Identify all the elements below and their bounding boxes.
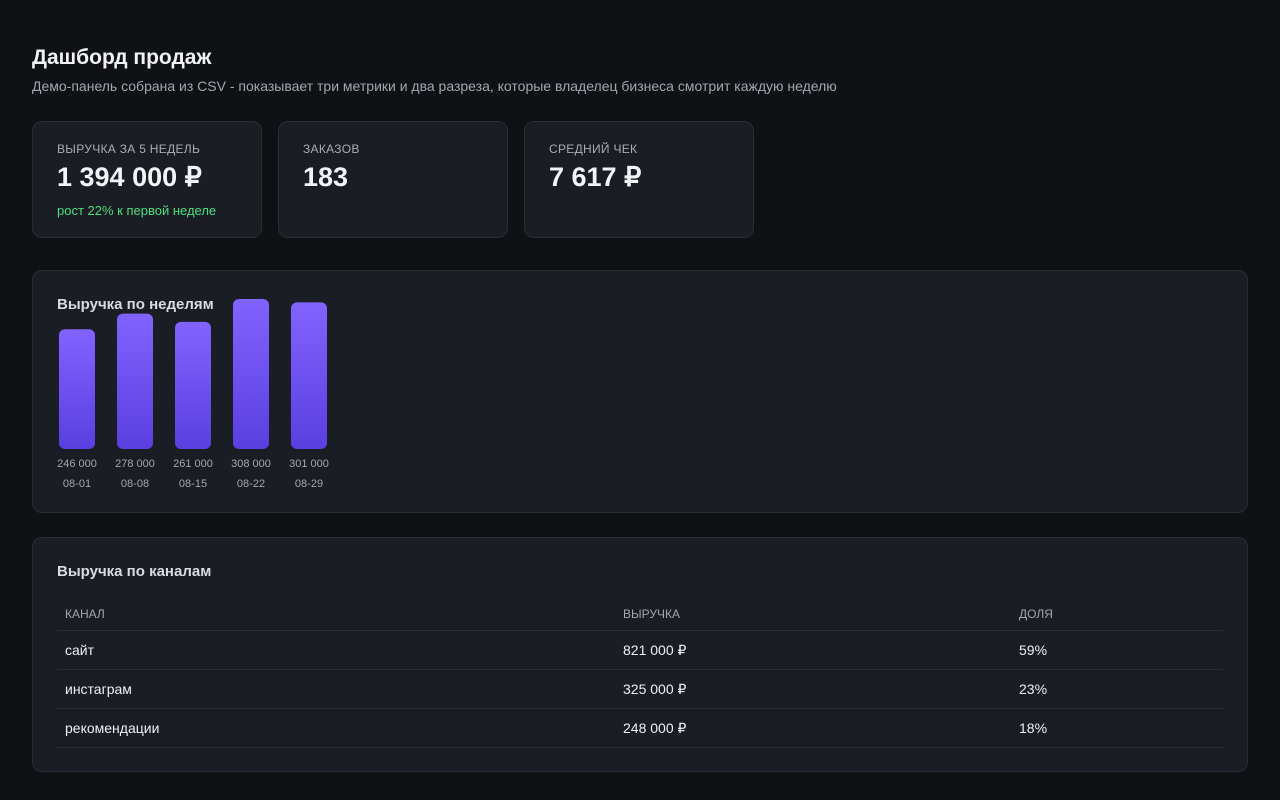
chart: 246 000 08-01 278 000 08-08 261 000 08-15 308 …	[57, 299, 329, 490]
kpi-value: 1 394 000 ₽	[57, 162, 202, 192]
bar	[291, 302, 327, 449]
table-cell: 23%	[1011, 669, 1223, 709]
x-tick-label: 08-01	[63, 478, 91, 490]
chart-panel: Выручка по неделям 246 000 08-01 278 000 08…	[32, 270, 1248, 513]
x-tick-label: 08-08	[121, 478, 149, 490]
table-cell: инстаграм	[57, 669, 615, 709]
chart-title: Выручка по неделям	[57, 296, 214, 313]
bar	[59, 329, 95, 449]
x-tick-label: 08-22	[237, 478, 265, 490]
title: Дашборд продаж	[32, 46, 212, 69]
table-panel: Выручка по каналам КАНАЛ ВЫРУЧКА ДОЛЯ сайт 8…	[32, 537, 1248, 772]
table-cell: 325 000 ₽	[615, 669, 1011, 709]
value-label: 301 000	[289, 458, 329, 470]
kpi-card: СРЕДНИЙ ЧЕК 7 617 ₽	[524, 121, 754, 238]
column-header: ВЫРУЧКА	[615, 598, 1011, 631]
table-cell: 821 000 ₽	[615, 630, 1011, 670]
kpi-label: ВЫРУЧКА ЗА 5 НЕДЕЛЬ	[57, 142, 201, 156]
column-header: КАНАЛ	[57, 598, 615, 631]
kpi-label: ЗАКАЗОВ	[303, 142, 360, 156]
value-label: 308 000	[231, 458, 271, 470]
table-cell: рекомендации	[57, 708, 615, 748]
x-tick-label: 08-15	[179, 478, 207, 490]
table-cell: сайт	[57, 630, 615, 670]
table-row: инстаграм 325 000 ₽23%	[57, 669, 1223, 709]
value-label: 246 000	[57, 458, 97, 470]
value-label: 278 000	[115, 458, 155, 470]
value-label: 261 000	[173, 458, 213, 470]
kpi-value: 7 617 ₽	[549, 162, 642, 192]
bar	[233, 299, 269, 449]
table-row: сайт 821 000 ₽59%	[57, 630, 1223, 670]
kpi-card: ЗАКАЗОВ 183	[278, 121, 508, 238]
bar	[175, 321, 211, 449]
table-cell: 59%	[1011, 630, 1223, 670]
kpi-label: СРЕДНИЙ ЧЕК	[549, 142, 638, 156]
column-header: ДОЛЯ	[1011, 598, 1223, 631]
bar	[117, 313, 153, 449]
kpi-value: 183	[303, 162, 349, 192]
table-cell: 18%	[1011, 708, 1223, 748]
kpi-note: рост 22% к первой неделе	[57, 203, 217, 218]
table-row: рекомендации 248 000 ₽18%	[57, 708, 1223, 748]
kpi-card: ВЫРУЧКА ЗА 5 НЕДЕЛЬ 1 394 000 ₽ рост 22% к…	[32, 121, 262, 238]
table-title: Выручка по каналам	[57, 563, 212, 580]
x-tick-label: 08-29	[295, 478, 323, 490]
table-cell: 248 000 ₽	[615, 708, 1011, 748]
table: КАНАЛ ВЫРУЧКА ДОЛЯ сайт 821 000 ₽59% инстагра…	[57, 598, 1223, 748]
subtitle: Демо-панель собрана из CSV - показывает …	[32, 78, 837, 94]
